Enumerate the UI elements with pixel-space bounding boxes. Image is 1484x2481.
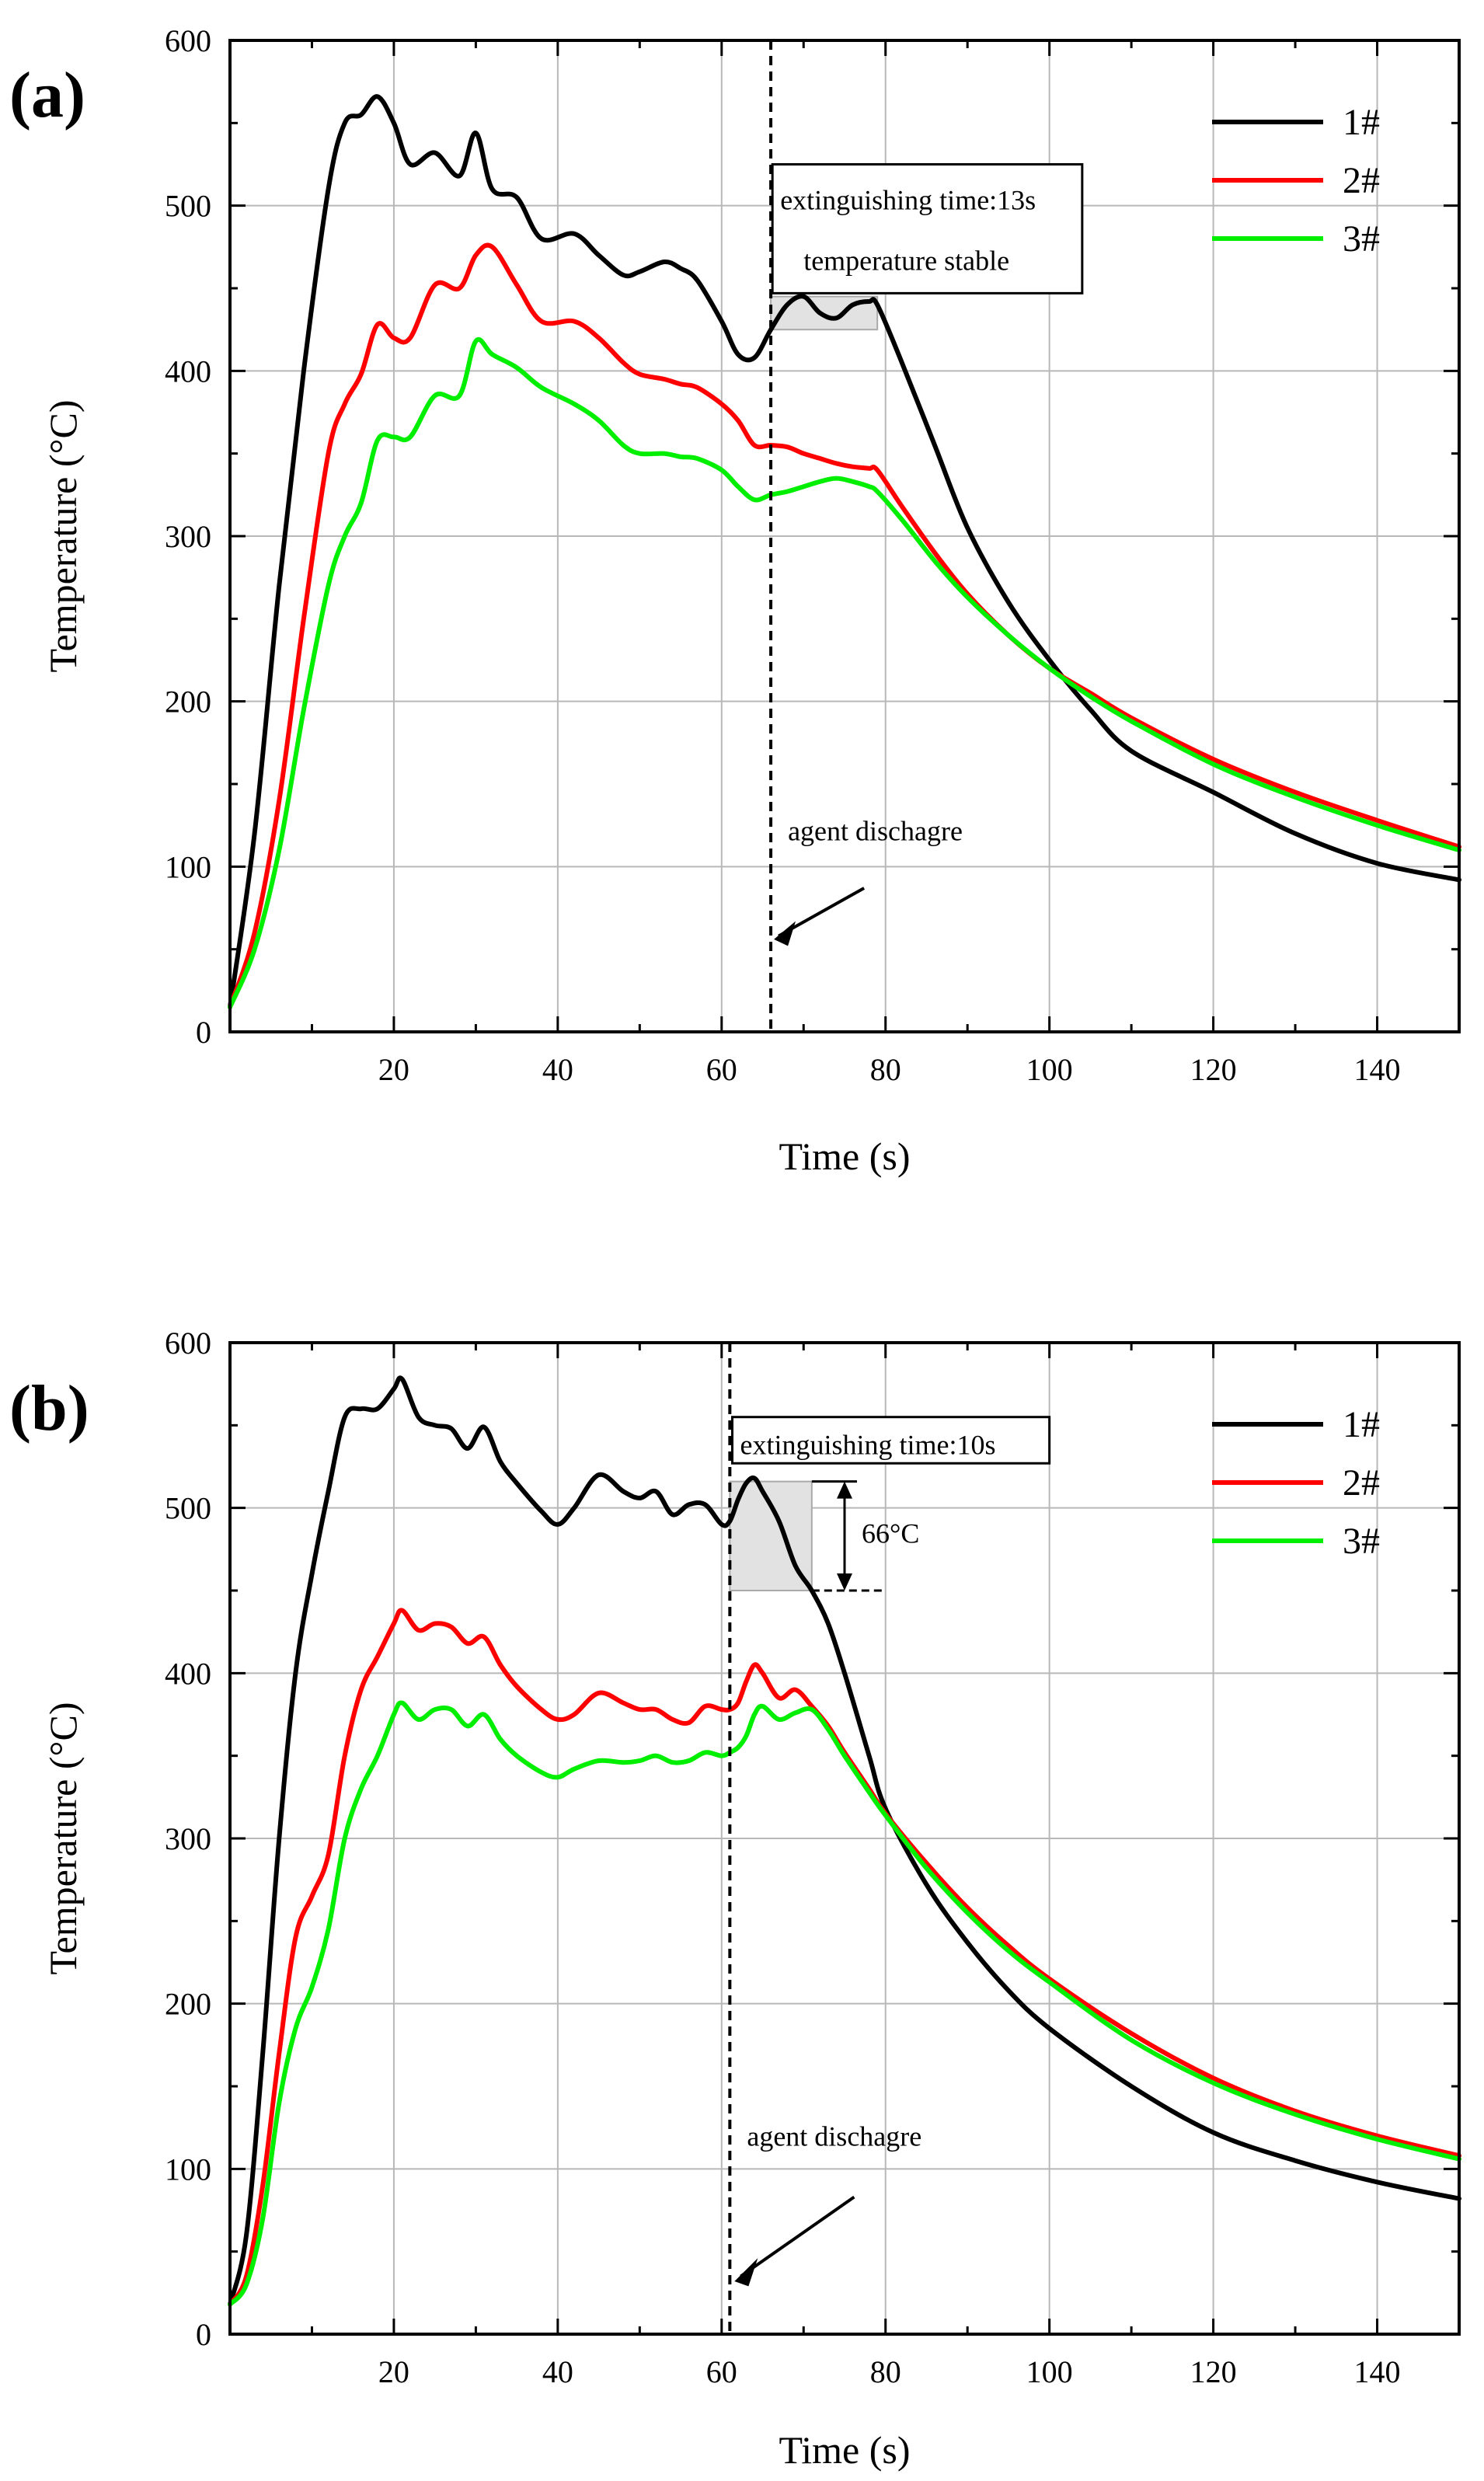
legend-label-1: 1# [1343, 102, 1380, 143]
x-tick-label: 60 [706, 2354, 737, 2389]
x-tick-label: 140 [1354, 1052, 1401, 1087]
legend-label-2: 2# [1343, 1462, 1380, 1504]
y-tick-label: 100 [165, 849, 211, 884]
x-tick-label: 20 [378, 2354, 409, 2389]
y-tick-label: 600 [165, 1326, 211, 1361]
x-axis-label: Time (s) [779, 2428, 910, 2472]
y-tick-label: 300 [165, 1821, 211, 1856]
panel-label: (b) [9, 1372, 89, 1444]
x-tick-label: 60 [706, 1052, 737, 1087]
y-tick-label: 600 [165, 23, 211, 58]
extinguishing-time-label: extinguishing time:10s [740, 1430, 996, 1461]
x-tick-label: 40 [542, 2354, 573, 2389]
plot-frame [228, 1341, 1461, 2336]
legend-label-3: 3# [1343, 1521, 1380, 1562]
x-axis-label: Time (s) [779, 1134, 910, 1178]
y-tick-label: 200 [165, 1987, 211, 2022]
x-tick-label: 120 [1190, 2354, 1237, 2389]
annotation-box [771, 163, 1084, 294]
x-tick-label: 80 [870, 1052, 901, 1087]
y-tick-label: 500 [165, 1491, 211, 1526]
legend-label-2: 2# [1343, 160, 1380, 201]
series-line-2 [228, 1608, 1461, 2307]
series-line-1 [228, 1375, 1461, 2307]
discharge-label: agent dischagre [747, 2121, 921, 2152]
y-tick-label: 0 [196, 1015, 211, 1050]
discharge-arrow-head [734, 2258, 758, 2287]
y-tick-label: 300 [165, 519, 211, 554]
y-tick-label: 100 [165, 2152, 211, 2187]
x-tick-label: 120 [1190, 1052, 1237, 1087]
legend-label-1: 1# [1343, 1404, 1380, 1445]
discharge-arrow-head [774, 921, 796, 946]
delta-arrow-head-up [837, 1481, 852, 1499]
x-tick-label: 40 [542, 1052, 573, 1087]
y-axis-label: Temperature (°C) [41, 1702, 85, 1974]
series-line-3 [228, 337, 1461, 1010]
series-line-1 [228, 94, 1461, 1010]
x-tick-label: 140 [1354, 2354, 1401, 2389]
y-tick-label: 0 [196, 2317, 211, 2352]
y-axis-label: Temperature (°C) [41, 399, 85, 672]
plot-frame [228, 39, 1461, 1033]
series-line-2 [228, 242, 1461, 1010]
y-tick-label: 400 [165, 354, 211, 389]
series-line-3 [228, 1700, 1461, 2307]
y-tick-label: 400 [165, 1656, 211, 1691]
delta-arrow-head-down [837, 1573, 852, 1591]
x-tick-label: 20 [378, 1052, 409, 1087]
temperature-stable-label: temperature stable [803, 246, 1009, 277]
discharge-label: agent dischagre [788, 815, 963, 846]
x-tick-label: 80 [870, 2354, 901, 2389]
legend-label-3: 3# [1343, 218, 1380, 260]
x-tick-label: 100 [1026, 1052, 1073, 1087]
x-tick-label: 100 [1026, 2354, 1073, 2389]
extinguishing-time-label: extinguishing time:13s [780, 185, 1036, 216]
discharge-arrow-shaft [740, 2195, 855, 2278]
annotation-box [731, 1416, 1051, 1465]
y-tick-label: 500 [165, 189, 211, 224]
delta-temperature-label: 66°C [862, 1518, 919, 1549]
panel-label: (a) [9, 59, 85, 131]
y-tick-label: 200 [165, 685, 211, 720]
